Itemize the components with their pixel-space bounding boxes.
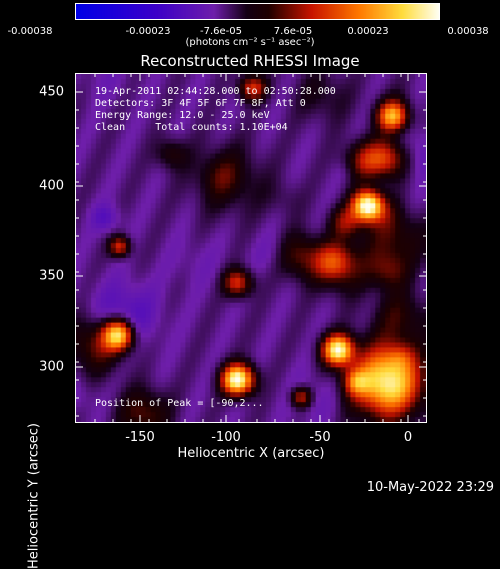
plot-title: Reconstructed RHESSI Image xyxy=(140,52,360,70)
annotation-peak-position: Position of Peak = [-90,2... xyxy=(95,398,264,409)
annotation-detectors: Detectors: 3F 4F 5F 6F 7F 8F, Att 0 xyxy=(95,98,306,109)
colorbar-tick: -7.6e-05 xyxy=(200,26,242,37)
annotation-method-counts: Clean Total counts: 1.10E+04 xyxy=(95,122,288,133)
image-plot: 19-Apr-2011 02:44:28.000 to 02:50:28.000… xyxy=(75,73,427,423)
x-tick-label: -100 xyxy=(211,430,241,445)
y-tick-label: 300 xyxy=(39,359,64,375)
y-tick-label: 450 xyxy=(39,84,64,100)
y-tick-label: 400 xyxy=(39,178,64,194)
colorbar-tick: -0.00038 xyxy=(7,26,53,37)
rhessi-image xyxy=(76,74,426,422)
y-axis-label: Heliocentric Y (arcsec) xyxy=(26,423,42,569)
x-tick-label: -150 xyxy=(125,430,155,445)
annotation-energy-range: Energy Range: 12.0 - 25.0 keV xyxy=(95,110,270,121)
footer-date: 10-May-2022 23:29 xyxy=(366,480,494,495)
colorbar-tick: 7.6e-05 xyxy=(273,26,313,37)
annotation-time-range: 19-Apr-2011 02:44:28.000 to 02:50:28.000 xyxy=(95,86,336,97)
colorbar-tick: 0.00038 xyxy=(447,26,489,37)
colorbar-tick: -0.00023 xyxy=(125,26,171,37)
x-tick-label: 0 xyxy=(403,430,413,445)
colorbar-units: (photons cm⁻² s⁻¹ asec⁻²) xyxy=(185,37,315,48)
colorbar-tick: 0.00023 xyxy=(347,26,389,37)
x-tick-label: -50 xyxy=(309,430,331,445)
colorbar xyxy=(75,3,440,20)
axis-ticks xyxy=(75,73,427,423)
y-tick-label: 350 xyxy=(39,268,64,284)
x-axis-label: Heliocentric X (arcsec) xyxy=(177,446,325,461)
